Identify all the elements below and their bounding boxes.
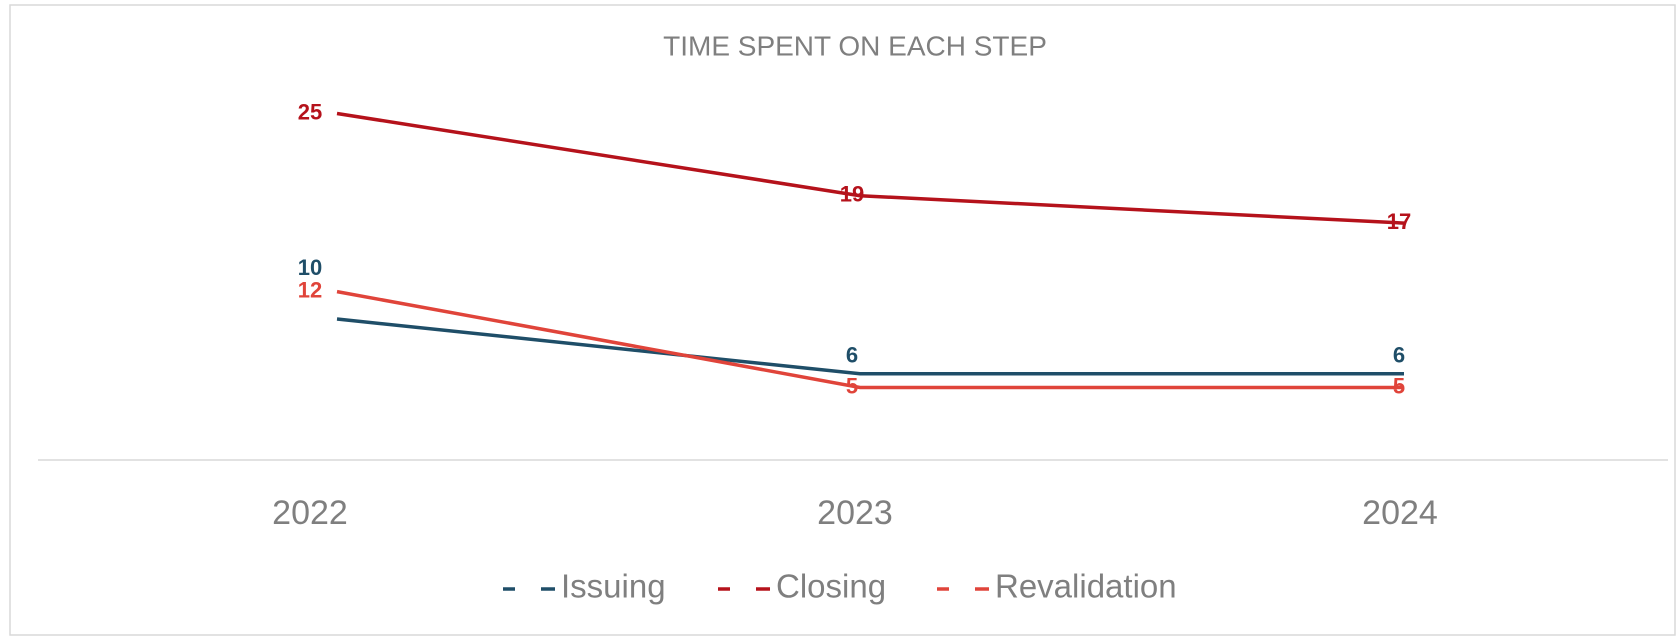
x-tick-label: 2022 xyxy=(272,494,348,532)
x-tick-label: 2024 xyxy=(1362,494,1438,532)
line xyxy=(336,289,1404,390)
data-label: 25 xyxy=(298,99,322,124)
data-label: 10 xyxy=(298,255,322,280)
data-label: 6 xyxy=(1393,343,1405,368)
line xyxy=(336,317,1404,376)
data-label: 6 xyxy=(846,343,858,368)
data-label: 17 xyxy=(1387,209,1411,234)
legend-label: Closing xyxy=(776,568,886,605)
x-tick-label: 2023 xyxy=(817,494,893,532)
data-label: 5 xyxy=(1393,373,1405,398)
data-label: 19 xyxy=(840,182,864,207)
chart-title: TIME SPENT ON EACH STEP xyxy=(663,30,1047,61)
legend-label: Issuing xyxy=(561,568,666,605)
legend-label: Revalidation xyxy=(995,568,1177,605)
data-label: 5 xyxy=(846,373,858,398)
line xyxy=(336,111,1405,225)
chart-frame xyxy=(9,4,1676,636)
data-label: 12 xyxy=(298,277,322,302)
